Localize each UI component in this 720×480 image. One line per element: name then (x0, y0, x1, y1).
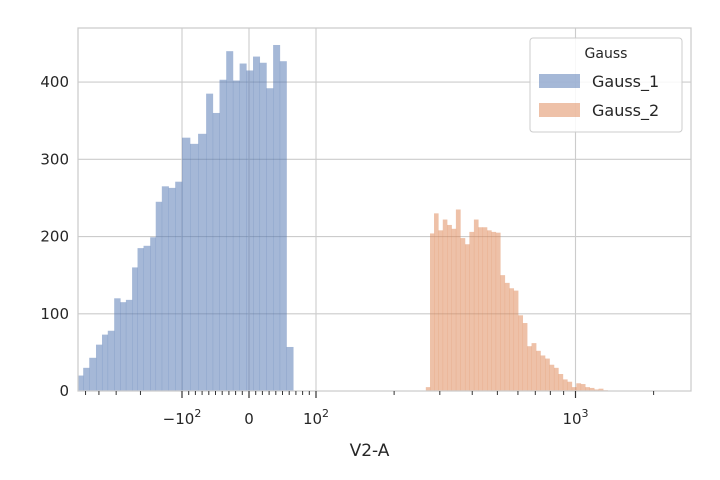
bar-gauss-2 (425, 387, 431, 391)
axis-ticks: 0 100 200 300 400 −102 0 102 103 (40, 73, 655, 428)
bar-gauss-1 (161, 186, 169, 391)
bar-gauss-2 (531, 343, 537, 391)
bar-gauss-2 (491, 231, 497, 391)
bar-gauss-2 (487, 230, 492, 391)
legend-swatch-gauss-1 (539, 74, 580, 88)
bar-gauss-2 (553, 367, 559, 391)
y-tick-label: 200 (40, 228, 69, 246)
bar-gauss-2 (442, 219, 448, 391)
y-tick-label: 300 (40, 150, 69, 168)
bar-gauss-2 (473, 219, 479, 391)
bar-gauss-2 (589, 387, 595, 391)
bar-gauss-1 (155, 201, 163, 391)
x-tick-label: 0 (244, 410, 254, 428)
legend-label-gauss-1: Gauss_1 (592, 72, 659, 92)
bar-gauss-1 (125, 299, 133, 391)
bar-gauss-1 (114, 298, 121, 391)
bar-gauss-2 (504, 282, 510, 391)
bar-gauss-2 (567, 381, 573, 391)
bar-gauss-2 (482, 227, 488, 391)
bar-gauss-1 (182, 137, 191, 391)
bar-gauss-1 (89, 357, 97, 391)
bar-gauss-2 (576, 383, 582, 391)
bar-gauss-2 (469, 231, 475, 391)
bar-gauss-1 (279, 61, 287, 392)
bar-gauss-2 (430, 233, 435, 391)
bar-gauss-2 (549, 364, 555, 391)
bar-gauss-1 (273, 44, 281, 392)
plot-frame (77, 27, 692, 392)
bar-gauss-1 (83, 367, 90, 391)
bar-gauss-1 (95, 344, 103, 391)
bar-gauss-1 (226, 51, 234, 391)
bar-gauss-1 (107, 330, 115, 391)
bar-gauss-2 (527, 346, 532, 391)
bar-gauss-1 (239, 63, 247, 392)
bar-gauss-1 (78, 375, 84, 391)
bar-gauss-2 (518, 315, 524, 391)
bar-gauss-1 (259, 62, 267, 392)
bar-gauss-2 (438, 230, 444, 391)
bar-gauss-1 (168, 187, 176, 391)
bar-gauss-1 (219, 79, 227, 391)
bar-gauss-1 (246, 70, 254, 391)
y-tick-label: 0 (59, 382, 69, 400)
legend-label-gauss-2: Gauss_2 (592, 101, 659, 121)
bar-gauss-1 (212, 112, 220, 391)
bar-gauss-1 (150, 237, 157, 391)
bar-gauss-1 (198, 133, 207, 391)
bar-gauss-1 (132, 267, 138, 391)
x-tick-label: 102 (303, 407, 329, 428)
bar-gauss-2 (580, 384, 586, 391)
bar-gauss-2 (513, 290, 519, 391)
x-tick-label: −102 (163, 407, 202, 428)
y-tick-label: 400 (40, 73, 69, 91)
bar-gauss-2 (598, 388, 604, 391)
bar-gauss-2 (509, 288, 515, 391)
bar-gauss-2 (522, 323, 528, 391)
y-tick-label: 100 (40, 305, 69, 323)
bar-gauss-2 (495, 232, 501, 391)
histogram-bars (78, 44, 608, 392)
bar-gauss-2 (460, 238, 466, 391)
bar-gauss-1 (101, 334, 109, 391)
bar-gauss-2 (585, 387, 590, 391)
bar-gauss-1 (232, 80, 240, 391)
bar-gauss-1 (206, 93, 214, 392)
legend-swatch-gauss-2 (539, 103, 580, 117)
bar-gauss-2 (540, 355, 546, 391)
bar-gauss-2 (455, 209, 461, 391)
bar-gauss-1 (253, 56, 261, 391)
bar-gauss-1 (120, 302, 127, 391)
bar-gauss-2 (562, 379, 568, 391)
bar-gauss-2 (451, 228, 457, 391)
bar-gauss-2 (536, 350, 541, 391)
x-tick-label: 103 (562, 407, 588, 428)
bar-gauss-1 (286, 346, 294, 391)
bar-gauss-2 (478, 227, 484, 391)
bar-gauss-2 (545, 358, 550, 391)
bar-gauss-1 (175, 181, 183, 391)
legend: Gauss Gauss_1 Gauss_2 (529, 37, 683, 133)
bar-gauss-2 (571, 387, 577, 391)
bar-gauss-2 (434, 213, 439, 391)
bar-gauss-2 (500, 275, 506, 391)
bar-gauss-1 (137, 248, 144, 391)
x-axis-label: V2-A (350, 441, 390, 461)
bar-gauss-2 (594, 389, 599, 391)
bar-gauss-1 (266, 88, 274, 391)
bar-gauss-2 (447, 224, 452, 391)
legend-title: Gauss (585, 46, 628, 62)
bar-gauss-1 (143, 245, 151, 391)
bar-gauss-2 (558, 374, 564, 391)
bar-gauss-2 (464, 244, 470, 391)
bar-gauss-1 (190, 143, 199, 391)
